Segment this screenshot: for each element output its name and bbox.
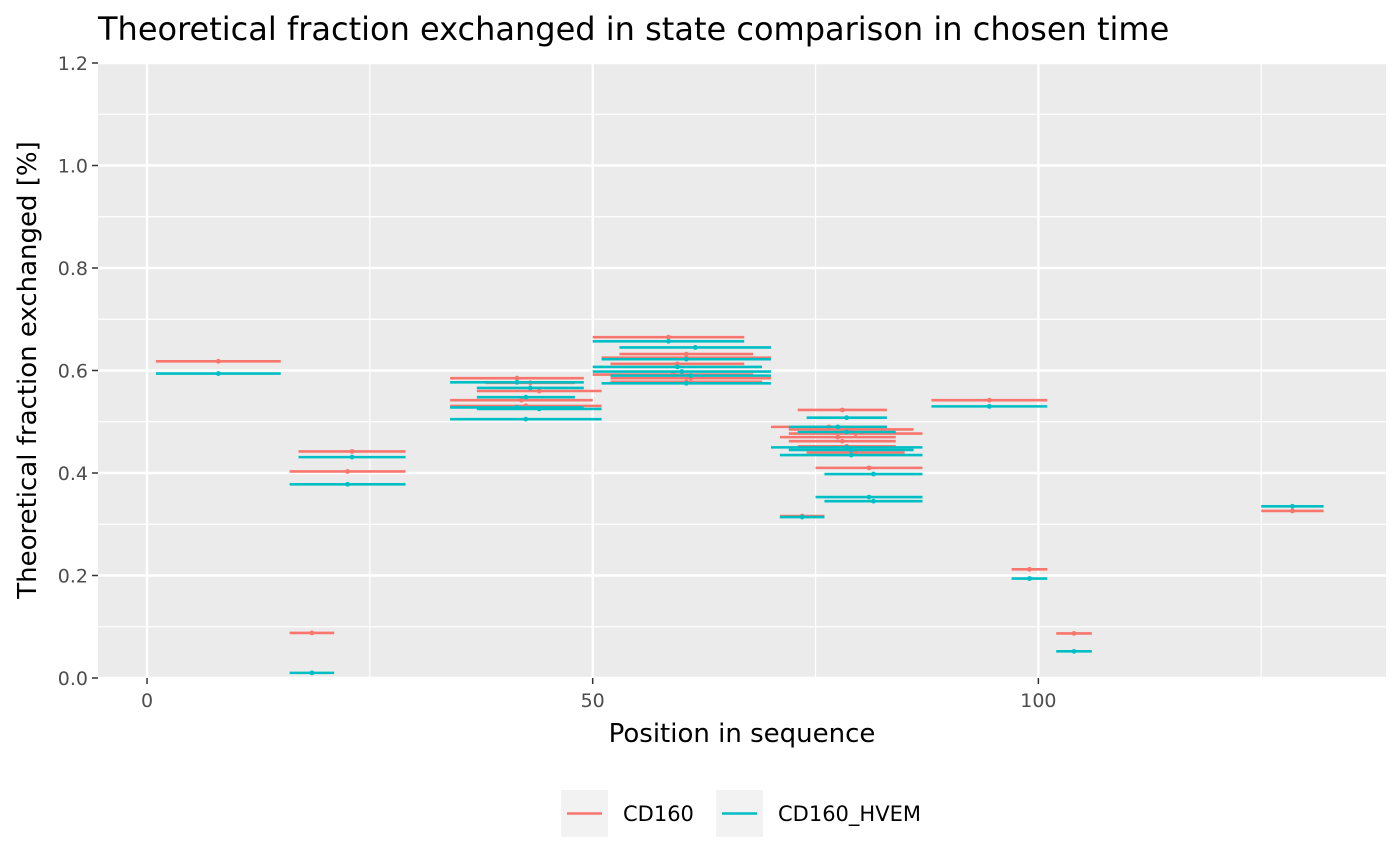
midpoint-marker bbox=[848, 447, 854, 453]
midpoint-marker bbox=[688, 373, 694, 379]
midpoint-marker bbox=[215, 358, 221, 364]
y-tick-label: 0.2 bbox=[58, 566, 88, 588]
y-tick-label: 0.0 bbox=[58, 668, 88, 690]
midpoint-marker bbox=[536, 388, 542, 394]
midpoint-marker bbox=[866, 494, 872, 500]
x-tick-label: 50 bbox=[581, 690, 605, 712]
midpoint-marker bbox=[514, 375, 520, 381]
midpoint-marker bbox=[1027, 566, 1032, 572]
x-axis-title: Position in sequence bbox=[609, 719, 876, 749]
midpoint-marker bbox=[666, 334, 671, 340]
midpoint-marker bbox=[683, 356, 689, 362]
axes: 0.0 0.2 0.4 0.6 0.8 1.0 1.2 0 50 100 bbox=[58, 53, 1057, 712]
midpoint-marker bbox=[523, 394, 529, 400]
legend-item-cd160: CD160 bbox=[561, 790, 694, 837]
midpoint-marker bbox=[835, 424, 841, 430]
legend-item-cd160-hvem: CD160_HVEM bbox=[716, 790, 921, 837]
plot-panel bbox=[98, 61, 1386, 680]
midpoint-marker bbox=[844, 444, 850, 450]
midpoint-marker bbox=[309, 670, 315, 676]
midpoint-marker bbox=[692, 345, 698, 350]
y-tick-label: 0.4 bbox=[58, 463, 88, 485]
midpoint-marker bbox=[835, 434, 841, 440]
chart-title: Theoretical fraction exchanged in state … bbox=[97, 10, 1169, 48]
midpoint-marker bbox=[683, 380, 689, 386]
midpoint-marker bbox=[866, 465, 872, 471]
midpoint-marker bbox=[848, 427, 854, 432]
midpoint-marker bbox=[853, 450, 859, 455]
y-tick-label: 1.2 bbox=[58, 53, 88, 75]
y-tick-label: 1.0 bbox=[58, 156, 88, 178]
midpoint-marker bbox=[839, 407, 845, 413]
midpoint-marker bbox=[839, 438, 845, 444]
midpoint-marker bbox=[844, 415, 850, 421]
midpoint-marker bbox=[349, 454, 355, 460]
midpoint-marker bbox=[1027, 576, 1032, 581]
midpoint-marker bbox=[527, 385, 533, 391]
midpoint-marker bbox=[345, 469, 350, 474]
legend: CD160 CD160_HVEM bbox=[561, 790, 921, 837]
midpoint-marker bbox=[674, 364, 680, 370]
midpoint-marker bbox=[345, 481, 350, 487]
midpoint-marker bbox=[844, 429, 850, 435]
midpoint-marker bbox=[536, 406, 542, 412]
midpoint-marker bbox=[523, 416, 529, 422]
midpoint-marker bbox=[848, 452, 854, 458]
midpoint-marker bbox=[518, 397, 524, 403]
midpoint-marker bbox=[799, 514, 805, 520]
midpoint-marker bbox=[679, 369, 685, 374]
midpoint-marker bbox=[215, 371, 221, 376]
y-tick-label: 0.6 bbox=[58, 361, 88, 383]
midpoint-marker bbox=[871, 471, 876, 477]
midpoint-marker bbox=[1290, 508, 1295, 514]
legend-label: CD160_HVEM bbox=[778, 802, 921, 827]
midpoint-marker bbox=[986, 397, 992, 403]
midpoint-marker bbox=[1071, 631, 1077, 636]
midpoint-marker bbox=[1071, 648, 1077, 654]
midpoint-marker bbox=[309, 630, 315, 636]
midpoint-marker bbox=[666, 338, 671, 344]
y-tick-label: 0.8 bbox=[58, 258, 88, 280]
midpoint-marker bbox=[349, 449, 355, 454]
midpoint-marker bbox=[683, 351, 689, 357]
midpoint-marker bbox=[514, 379, 520, 385]
x-tick-label: 0 bbox=[141, 690, 153, 712]
legend-label: CD160 bbox=[623, 802, 694, 826]
series-cd160-hvem bbox=[155, 338, 1324, 676]
midpoint-marker bbox=[871, 498, 876, 504]
midpoint-marker bbox=[986, 403, 992, 409]
x-tick-label: 100 bbox=[1020, 690, 1056, 712]
data-layer bbox=[155, 334, 1324, 676]
midpoint-marker bbox=[1290, 503, 1295, 509]
y-axis-title: Theoretical fraction exchanged [%] bbox=[13, 141, 43, 600]
